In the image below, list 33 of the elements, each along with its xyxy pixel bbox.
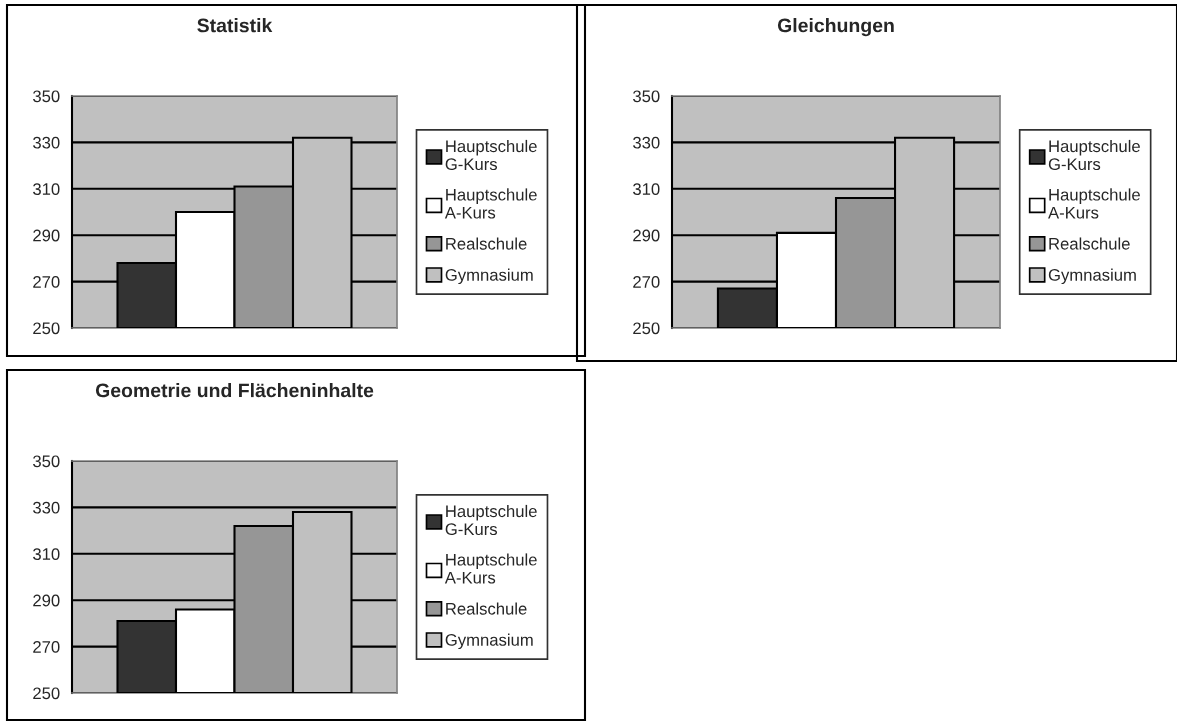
legend-label: Gymnasium	[445, 633, 533, 650]
y-tick-label: 270	[633, 276, 660, 288]
y-tick-label: 310	[33, 548, 60, 560]
y-tick-label: 330	[633, 136, 660, 149]
y-tick-label: 350	[33, 90, 60, 103]
y-tick-label: 330	[33, 501, 60, 514]
y-tick-label: 330	[33, 136, 60, 149]
legend-label: Hauptschule A-Kurs	[444, 188, 537, 219]
y-tick-label: 310	[33, 183, 60, 195]
y-tick-label: 350	[633, 90, 660, 103]
chart-title: Geometrie und Flächeninhalte	[95, 383, 374, 398]
y-tick-label: 290	[633, 229, 660, 242]
y-tick-label: 250	[633, 322, 660, 335]
y-tick-label: 290	[33, 229, 60, 242]
legend-label: Hauptschule G-Kurs	[445, 504, 537, 536]
legend-label: Hauptschule A-Kurs	[444, 553, 537, 584]
legend-label: Hauptschule A-Kurs	[1048, 188, 1140, 219]
y-tick-label: 270	[33, 276, 60, 288]
legend-label: Gymnasium	[1048, 268, 1136, 285]
y-tick-label: 250	[33, 322, 60, 335]
y-tick-label: 270	[33, 641, 60, 653]
chart-title: Statistik	[197, 18, 273, 33]
legend-label: Hauptschule G-Kurs	[1048, 139, 1140, 171]
legend-label: Hauptschule G-Kurs	[445, 139, 537, 171]
legend-label: Realschule	[446, 237, 527, 250]
y-tick-label: 250	[33, 687, 60, 700]
legend-label: Realschule	[446, 602, 527, 615]
legend-label: Realschule	[1049, 237, 1130, 250]
y-tick-label: 350	[33, 455, 60, 468]
y-tick-label: 310	[633, 183, 660, 195]
y-tick-label: 290	[33, 594, 60, 607]
chart-title: Gleichungen	[777, 18, 894, 37]
legend-label: Gymnasium	[445, 268, 533, 285]
